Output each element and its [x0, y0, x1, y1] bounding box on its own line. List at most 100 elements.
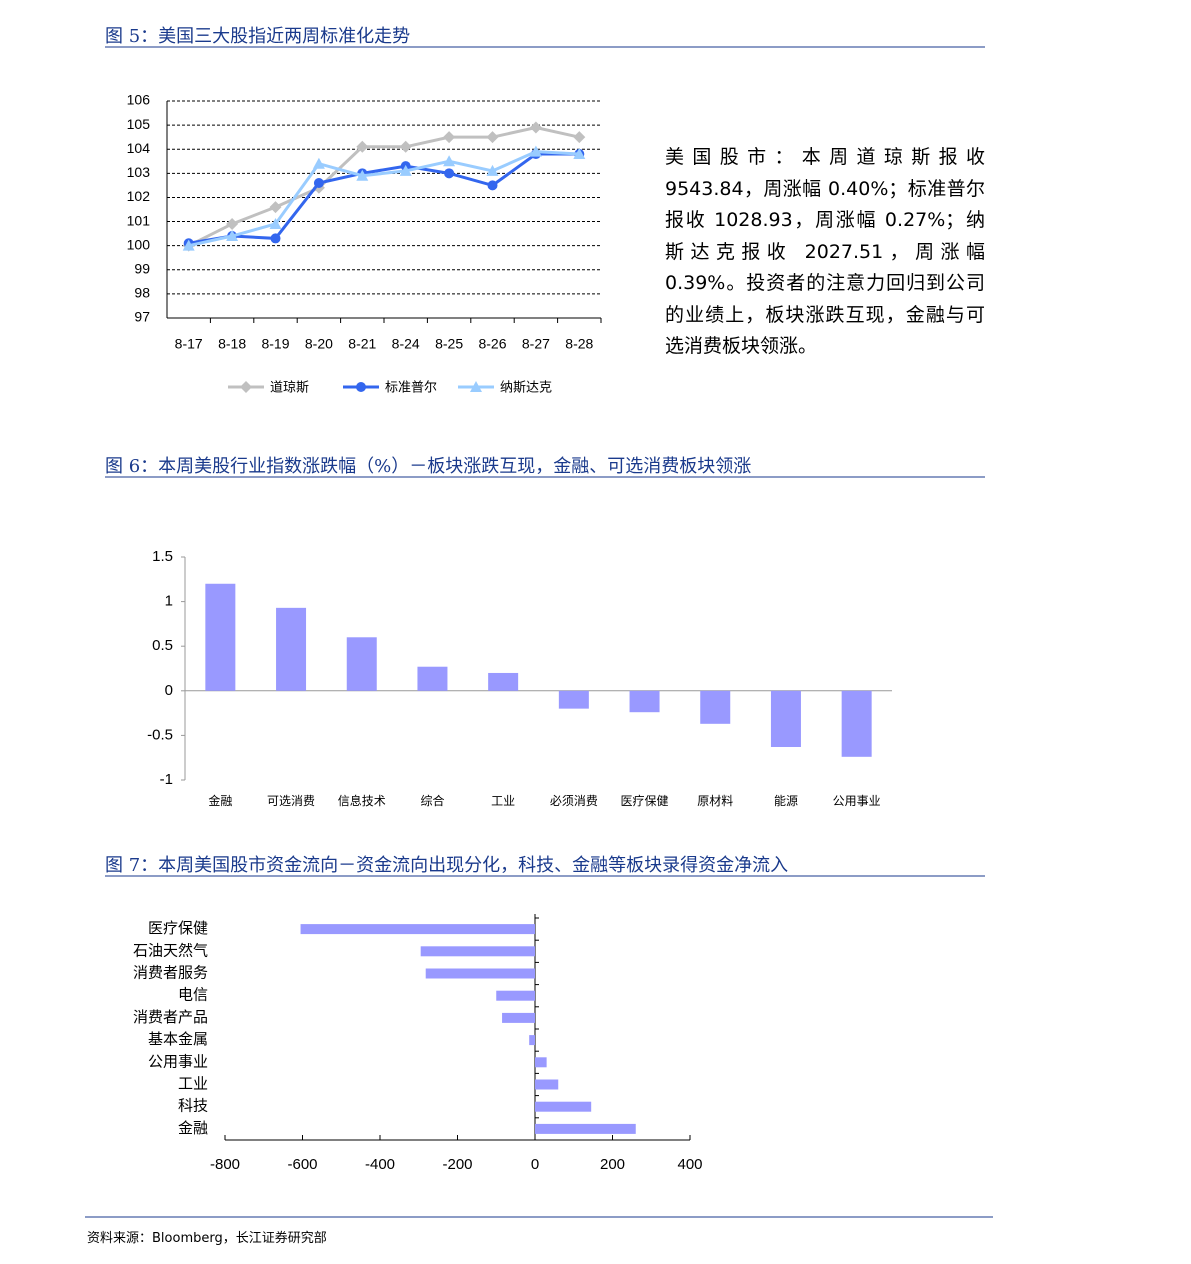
- y-tick-label: 98: [134, 285, 150, 301]
- series-line: [188, 152, 580, 245]
- marker: [226, 217, 239, 230]
- marker: [486, 164, 499, 176]
- bar: [502, 1012, 535, 1023]
- marker: [356, 140, 369, 153]
- source: 资料来源：Bloomberg，长江证券研究部: [87, 1231, 327, 1246]
- y-tick-label: 100: [127, 236, 151, 252]
- legend-marker: [240, 381, 252, 393]
- y-tick-label: 104: [127, 140, 151, 156]
- bar: [205, 583, 236, 691]
- y-tick-label: -1: [160, 771, 173, 788]
- y-tick-label: 1.5: [152, 548, 173, 565]
- marker: [226, 230, 239, 242]
- x-tick-label: -800: [210, 1156, 240, 1173]
- x-tick-label: 综合: [420, 793, 444, 808]
- marker: [486, 131, 499, 144]
- marker: [487, 180, 498, 191]
- bar: [535, 1123, 636, 1134]
- x-tick-label: 工业: [491, 794, 515, 808]
- x-tick-label: 8-27: [522, 336, 550, 352]
- series-line: [188, 125, 580, 248]
- marker: [529, 121, 542, 134]
- y-tick-label: -0.5: [147, 726, 173, 743]
- bar: [496, 990, 535, 1001]
- marker: [573, 131, 586, 144]
- x-tick-label: -600: [287, 1156, 317, 1173]
- x-tick-label: 原材料: [697, 794, 733, 808]
- x-tick-label: 必须消费: [550, 794, 598, 808]
- y-tick-label: 103: [127, 164, 151, 180]
- y-tick-label: 基本金属: [148, 1030, 208, 1048]
- x-tick-label: 8-26: [478, 336, 506, 352]
- bar: [558, 690, 589, 709]
- x-tick-label: -400: [365, 1156, 395, 1173]
- y-tick-label: 106: [127, 92, 151, 108]
- legend-marker: [356, 382, 366, 392]
- figure-title: 图 6：本周美股行业指数涨跌幅（%）－板块涨跌互现，金融、可选消费板块领涨: [105, 456, 751, 477]
- marker: [313, 177, 324, 188]
- bar: [425, 968, 535, 979]
- x-tick-label: 0: [531, 1156, 539, 1173]
- x-tick-label: 400: [677, 1156, 702, 1173]
- x-tick-label: 公用事业: [833, 794, 881, 808]
- bar: [535, 1057, 547, 1068]
- bar: [700, 690, 731, 724]
- y-tick-label: 电信: [178, 986, 208, 1004]
- marker: [444, 168, 455, 179]
- x-tick-label: 金融: [208, 793, 232, 808]
- y-tick-label: 101: [127, 212, 151, 228]
- x-tick-label: 8-19: [261, 336, 289, 352]
- y-tick-label: 消费者服务: [133, 964, 208, 982]
- x-tick-label: 可选消费: [267, 794, 315, 808]
- x-tick-label: 8-25: [435, 336, 463, 352]
- bar: [841, 690, 872, 757]
- y-tick-label: 1: [165, 593, 173, 610]
- legend-label: 标准普尔: [385, 379, 437, 394]
- y-tick-label: 公用事业: [148, 1052, 208, 1070]
- bar: [535, 1101, 592, 1112]
- x-tick-label: 医疗保健: [621, 794, 669, 808]
- series-line: [188, 150, 580, 248]
- y-tick-label: 99: [134, 260, 150, 276]
- marker: [182, 239, 195, 251]
- y-tick-label: 97: [134, 309, 150, 325]
- y-tick-label: 医疗保健: [148, 919, 208, 937]
- figure-title: 图 7：本周美国股市资金流向－资金流向出现分化，科技、金融等板块录得资金净流入: [105, 855, 788, 876]
- legend-label: 道琼斯: [270, 379, 309, 394]
- bar: [535, 1079, 559, 1090]
- bar: [529, 1035, 535, 1046]
- x-tick-label: 8-24: [392, 336, 420, 352]
- y-tick-label: 金融: [178, 1119, 208, 1137]
- marker: [443, 131, 456, 144]
- x-tick-label: 8-20: [305, 336, 333, 352]
- legend-label: 纳斯达克: [500, 379, 552, 394]
- bar: [300, 924, 535, 935]
- bar: [770, 690, 801, 747]
- x-tick-label: 8-21: [348, 336, 376, 352]
- y-tick-label: 科技: [178, 1097, 208, 1115]
- paragraph: 美国股市：本周道琼斯报收9543.84，周涨幅 0.40%；标准普尔报收 102…: [665, 146, 985, 357]
- marker: [399, 164, 412, 176]
- marker: [399, 140, 412, 153]
- y-tick-label: 消费者产品: [133, 1008, 208, 1026]
- y-tick-label: 105: [127, 116, 151, 132]
- bar: [276, 607, 307, 691]
- x-tick-label: 信息技术: [338, 793, 386, 808]
- bar: [488, 672, 519, 691]
- y-tick-label: 102: [127, 188, 151, 204]
- y-tick-label: 0: [165, 682, 173, 699]
- legend-marker: [470, 381, 482, 392]
- x-tick-label: 8-17: [175, 336, 203, 352]
- marker: [443, 155, 456, 167]
- marker: [356, 169, 369, 181]
- x-tick-label: 8-28: [565, 336, 593, 352]
- x-tick-label: 能源: [774, 794, 798, 808]
- y-tick-label: 石油天然气: [133, 941, 208, 959]
- bar: [629, 690, 660, 713]
- bar: [417, 666, 448, 691]
- figure-title: 图 5：美国三大股指近两周标准化走势: [105, 26, 410, 47]
- y-tick-label: 工业: [178, 1075, 208, 1093]
- marker: [529, 145, 542, 157]
